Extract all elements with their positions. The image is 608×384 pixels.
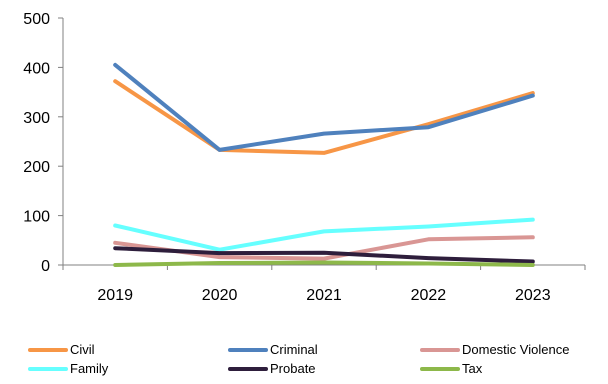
x-axis: 2019 2020 2021 2022 2023 [62,264,586,304]
series-line-criminal [113,62,535,152]
y-axis: 0 100 200 300 400 500 [23,11,64,275]
y-tick-label: 500 [23,11,50,28]
y-tick-label: 200 [23,159,50,176]
x-tick-label: 2022 [411,287,447,304]
series-layer [113,62,535,267]
x-tick-label: 2021 [306,287,342,304]
y-tick-label: 400 [23,60,50,77]
y-tick-label: 300 [23,110,50,127]
series-line-tax [113,260,535,267]
series-line-civil [113,79,535,155]
series-line-probate [113,246,535,264]
y-tick-label: 0 [41,258,50,275]
x-tick-label: 2020 [202,287,238,304]
y-tick-label: 100 [23,209,50,226]
x-tick-label: 2019 [97,287,133,304]
series-line-family [113,217,535,252]
x-tick-label: 2023 [515,287,551,304]
